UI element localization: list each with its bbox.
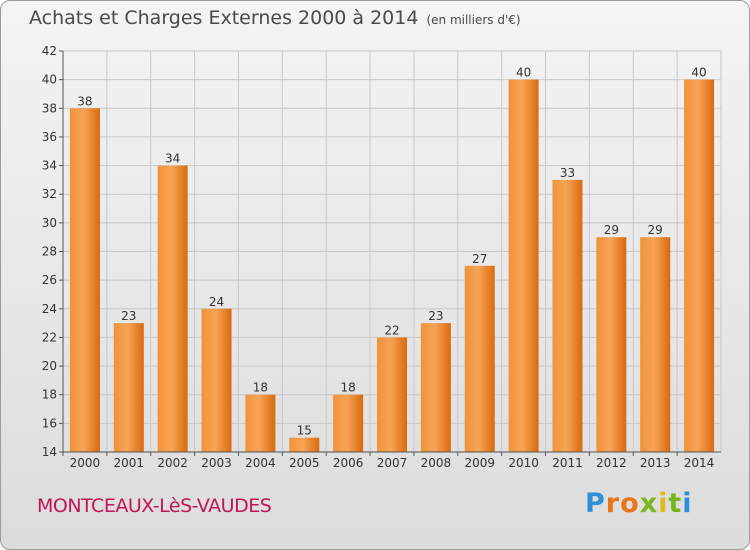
x-tick-label: 2010 <box>508 456 539 470</box>
data-label: 40 <box>516 66 531 80</box>
x-tick-label: 2007 <box>377 456 408 470</box>
logo-letter: t <box>668 488 683 519</box>
data-label: 18 <box>340 381 355 395</box>
y-tick-label: 24 <box>42 302 57 316</box>
data-label: 29 <box>604 223 619 237</box>
y-tick-label: 20 <box>42 359 57 373</box>
bar-2013 <box>640 237 671 452</box>
y-tick-label: 26 <box>42 273 57 287</box>
data-label: 40 <box>691 66 706 80</box>
x-tick-label: 2003 <box>201 456 232 470</box>
x-tick-label: 2009 <box>464 456 495 470</box>
x-tick-label: 2002 <box>157 456 188 470</box>
bar-2006 <box>333 394 364 452</box>
y-tick-label: 30 <box>42 216 57 230</box>
data-label: 29 <box>648 223 663 237</box>
chart-title: Achats et Charges Externes 2000 à 2014 (e… <box>29 7 521 29</box>
x-tick-label: 2011 <box>552 456 583 470</box>
bar-2011 <box>552 179 583 452</box>
x-tick-label: 2012 <box>596 456 627 470</box>
bar-2001 <box>113 323 144 452</box>
proxiti-logo: Proxiti <box>585 488 693 519</box>
x-tick-label: 2013 <box>640 456 671 470</box>
data-label: 27 <box>472 252 487 266</box>
bar-2007 <box>377 337 407 452</box>
title-unit: (en milliers d'€) <box>426 13 521 27</box>
data-label: 22 <box>384 323 399 337</box>
y-tick-label: 36 <box>42 130 57 144</box>
x-tick-label: 2005 <box>289 456 320 470</box>
logo-letter: i <box>682 488 693 519</box>
y-tick-label: 16 <box>42 416 57 430</box>
x-tick-label: 2014 <box>684 456 715 470</box>
x-tick-label: 2008 <box>421 456 452 470</box>
data-label: 23 <box>121 309 136 323</box>
data-label: 38 <box>77 94 92 108</box>
bar-2012 <box>596 237 627 452</box>
x-tick-label: 2001 <box>114 456 145 470</box>
y-tick-label: 42 <box>42 44 57 58</box>
x-tick-label: 2004 <box>245 456 276 470</box>
data-label: 15 <box>297 424 312 438</box>
logo-letter: r <box>605 488 621 519</box>
data-label: 24 <box>209 295 224 309</box>
axis-layer: 14 16 18 20 22 24 26 28 30 32 34 36 38 40 42 2000 2001 20… <box>42 44 721 470</box>
y-tick-label: 38 <box>42 101 57 115</box>
bar-2009 <box>464 265 495 452</box>
y-tick-label: 40 <box>42 73 57 87</box>
commune-name: MONTCEAUX-LèS-VAUDES <box>37 495 272 517</box>
y-tick-label: 28 <box>42 245 57 259</box>
y-tick-label: 22 <box>42 330 57 344</box>
data-label: 23 <box>428 309 443 323</box>
y-tick-label: 18 <box>42 388 57 402</box>
y-tick-label: 34 <box>42 159 57 173</box>
logo-letter: x <box>639 488 659 519</box>
data-label: 33 <box>560 166 575 180</box>
bar-2014 <box>684 79 715 453</box>
bar-2004 <box>245 394 276 452</box>
logo-letter: i <box>658 488 669 519</box>
logo-letter: o <box>620 488 640 519</box>
y-tick-label: 32 <box>42 187 57 201</box>
bar-layer: 38 23 34 24 18 15 18 22 23 27 40 33 29 29 40 <box>69 66 715 453</box>
x-tick-label: 2000 <box>70 456 101 470</box>
data-label: 34 <box>165 152 180 166</box>
bar-2010 <box>508 79 539 453</box>
title-text: Achats et Charges Externes 2000 à 2014 <box>29 7 419 29</box>
bar-2003 <box>201 308 232 452</box>
x-tick-label: 2006 <box>333 456 364 470</box>
bar-2000 <box>69 108 100 453</box>
bar-2008 <box>420 323 451 452</box>
y-tick-label: 14 <box>42 445 57 459</box>
bar-2005 <box>289 437 320 452</box>
bar-2002 <box>157 165 188 453</box>
data-label: 18 <box>253 381 268 395</box>
logo-letter: P <box>585 488 606 519</box>
